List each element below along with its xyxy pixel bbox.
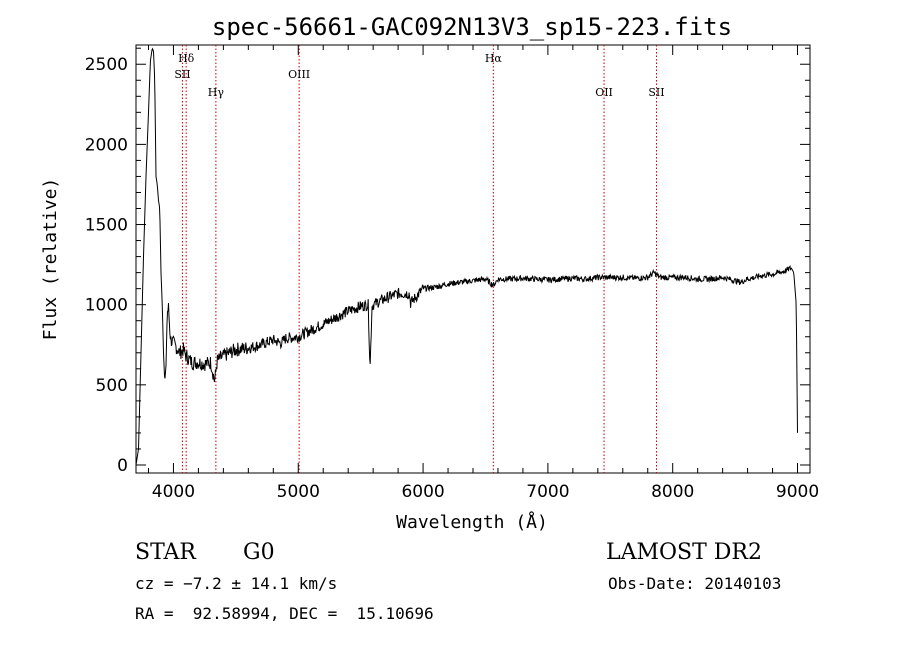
- y-axis: 0 500 1000 1500 2000 2500: [85, 47, 810, 476]
- x-tick-label: 7000: [526, 482, 569, 502]
- y-axis-label: Flux (relative): [40, 178, 61, 341]
- x-tick-label: 6000: [401, 482, 444, 502]
- object-subclass: G0: [243, 540, 275, 565]
- y-tick-label: 500: [96, 376, 128, 396]
- x-tick-label: 4000: [152, 482, 195, 502]
- redshift-cz: cz = −7.2 ± 14.1 km/s: [135, 574, 338, 593]
- plot-frame: [135, 44, 811, 474]
- y-tick-label: 1500: [85, 216, 128, 236]
- spectral-line-label: SII: [174, 68, 190, 81]
- x-tick-label: 8000: [651, 482, 694, 502]
- x-axis: 4000 5000 6000 7000 8000 9000: [147, 45, 819, 502]
- spectral-line-label: Hα: [485, 52, 503, 65]
- y-tick-label: 1000: [85, 296, 128, 316]
- spectral-line-label: SII: [648, 86, 664, 99]
- spectral-line-label: OIII: [288, 68, 310, 81]
- x-tick-label: 5000: [277, 482, 320, 502]
- spectral-line-label: Hγ: [208, 86, 225, 99]
- spectral-line-markers: Hδ SII Hγ OIII Hα OII SII: [174, 45, 665, 473]
- y-tick-label: 0: [117, 456, 128, 476]
- survey-name: LAMOST DR2: [606, 540, 762, 565]
- y-tick-label: 2500: [85, 55, 128, 75]
- spectrum-series-line: [135, 47, 798, 466]
- y-tick-label: 2000: [85, 135, 128, 155]
- object-class: STAR: [135, 540, 196, 565]
- chart-title: spec-56661-GAC092N13V3_sp15-223.fits: [212, 13, 732, 41]
- obs-date: Obs-Date: 20140103: [608, 574, 782, 593]
- spectral-line-label: Hδ: [178, 52, 195, 65]
- spectral-line-label: OII: [595, 86, 613, 99]
- ra-dec-coordinates: RA = 92.58994, DEC = 15.10696: [135, 604, 434, 623]
- x-axis-label: Wavelength (Å): [396, 511, 548, 533]
- x-tick-label: 9000: [776, 482, 819, 502]
